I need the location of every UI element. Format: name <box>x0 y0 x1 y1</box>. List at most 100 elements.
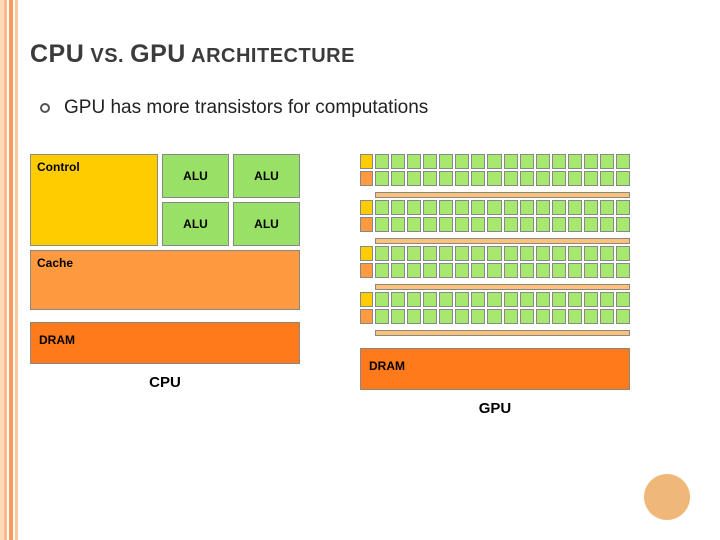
gpu-alu-cell <box>504 171 518 186</box>
gpu-alu-cell <box>391 171 405 186</box>
gpu-alu-cell <box>487 217 501 232</box>
gpu-control-cell <box>360 292 373 307</box>
gpu-alu-cell <box>536 309 550 324</box>
gpu-cache-row <box>360 238 630 244</box>
gpu-alu-cell <box>616 292 630 307</box>
gpu-alu-cell <box>439 263 453 278</box>
cpu-cache-block: Cache <box>30 250 300 310</box>
gpu-row <box>360 154 630 169</box>
gpu-alu-cell <box>616 246 630 261</box>
gpu-alu-cell <box>504 263 518 278</box>
gpu-alu-cell <box>455 154 469 169</box>
cpu-top-row: Control ALU ALU ALU ALU <box>30 154 300 246</box>
gpu-dram-label: DRAM <box>369 359 405 373</box>
gpu-alu-cell <box>487 263 501 278</box>
gpu-row <box>360 246 630 261</box>
cpu-alu-label: ALU <box>183 169 208 183</box>
gpu-alu-cell <box>439 154 453 169</box>
gpu-alu-cell <box>504 309 518 324</box>
gpu-row-group <box>360 200 630 236</box>
gpu-alu-cell <box>407 217 421 232</box>
gpu-alu-cell <box>600 171 614 186</box>
gpu-alu-cell <box>568 309 582 324</box>
cpu-alu-block: ALU <box>162 154 229 198</box>
gpu-alu-cell <box>439 309 453 324</box>
accent-circle-icon <box>644 474 690 520</box>
gpu-alu-cell <box>471 246 485 261</box>
gpu-alu-cell <box>600 200 614 215</box>
gpu-alu-cell <box>407 171 421 186</box>
gpu-alu-cell <box>616 309 630 324</box>
gpu-alu-cell <box>504 154 518 169</box>
gpu-alu-cell <box>552 154 566 169</box>
gpu-control-cell <box>360 263 373 278</box>
gpu-alu-cell <box>455 263 469 278</box>
gpu-alu-cell <box>520 309 534 324</box>
gpu-alu-cell <box>552 246 566 261</box>
gpu-row <box>360 171 630 186</box>
gpu-alu-cell <box>423 154 437 169</box>
gpu-row <box>360 263 630 278</box>
gpu-alu-cell <box>375 263 389 278</box>
gpu-row-group <box>360 154 630 190</box>
gpu-alu-cell <box>391 263 405 278</box>
slide-title: CPU VS. GPU ARCHITECTURE <box>30 40 710 69</box>
gpu-alu-cell <box>568 154 582 169</box>
gpu-alu-cell <box>375 217 389 232</box>
gpu-alu-cell <box>487 292 501 307</box>
gpu-alu-cell <box>600 246 614 261</box>
gpu-alu-cell <box>391 200 405 215</box>
gpu-alu-cell <box>536 263 550 278</box>
gpu-alu-cell <box>455 292 469 307</box>
gpu-alu-cell <box>552 263 566 278</box>
gpu-control-cell <box>360 217 373 232</box>
gpu-alu-cell <box>584 200 598 215</box>
gpu-alu-cell <box>536 171 550 186</box>
gpu-alu-cell <box>504 246 518 261</box>
gpu-alu-cell <box>568 200 582 215</box>
gpu-row <box>360 292 630 307</box>
gpu-row <box>360 200 630 215</box>
diagram-container: Control ALU ALU ALU ALU Cache DRAM CPU <box>30 154 710 417</box>
gpu-alu-cell <box>616 200 630 215</box>
gpu-alu-cell <box>471 217 485 232</box>
gpu-alu-cell <box>536 246 550 261</box>
cpu-dram-block: DRAM <box>30 322 300 364</box>
title-part-3: GPU <box>130 40 186 68</box>
gpu-alu-cell <box>471 171 485 186</box>
gpu-alu-cell <box>616 217 630 232</box>
gpu-cache-row <box>360 192 630 198</box>
gpu-alu-cell <box>536 217 550 232</box>
gpu-alu-cell <box>407 292 421 307</box>
gpu-alu-cell <box>552 217 566 232</box>
gpu-alu-cell <box>584 292 598 307</box>
gpu-alu-cell <box>600 217 614 232</box>
accent-stripes <box>0 0 18 540</box>
cpu-control-block: Control <box>30 154 158 246</box>
gpu-alu-cell <box>584 171 598 186</box>
cpu-caption: CPU <box>30 374 300 391</box>
cpu-diagram: Control ALU ALU ALU ALU Cache DRAM CPU <box>30 154 300 417</box>
gpu-alu-cell <box>471 263 485 278</box>
gpu-cache-cell <box>375 238 630 244</box>
gpu-alu-cell <box>375 309 389 324</box>
gpu-alu-cell <box>504 200 518 215</box>
gpu-alu-cell <box>439 292 453 307</box>
gpu-alu-cell <box>520 263 534 278</box>
gpu-alu-cell <box>407 263 421 278</box>
gpu-alu-cell <box>552 292 566 307</box>
gpu-cache-cell <box>375 330 630 336</box>
gpu-alu-cell <box>423 263 437 278</box>
gpu-alu-cell <box>423 292 437 307</box>
gpu-alu-cell <box>520 154 534 169</box>
gpu-diagram: DRAM GPU <box>360 154 630 417</box>
gpu-alu-cell <box>455 217 469 232</box>
gpu-row <box>360 309 630 324</box>
gpu-alu-cell <box>487 200 501 215</box>
bullet-text: GPU has more transistors for computation… <box>64 97 428 119</box>
title-part-1: CPU <box>30 40 84 68</box>
gpu-alu-cell <box>568 217 582 232</box>
gpu-alu-cell <box>391 154 405 169</box>
gpu-alu-cell <box>407 200 421 215</box>
gpu-alu-cell <box>471 200 485 215</box>
